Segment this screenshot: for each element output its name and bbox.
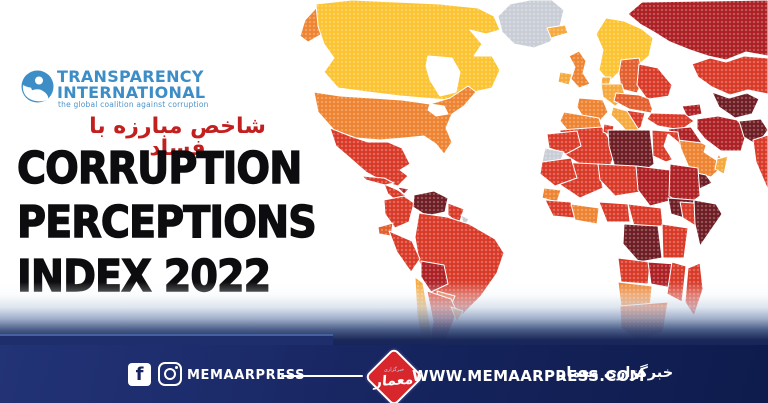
region-madagascar <box>684 262 704 317</box>
sea-hudson-bay <box>425 55 461 97</box>
region-mauritania <box>539 157 578 187</box>
region-caucasus <box>681 103 703 118</box>
sea-black-sea <box>648 95 686 112</box>
sea-persian-gulf <box>703 145 721 161</box>
title-line-3: INDEX 2022 <box>16 251 271 302</box>
region-india-edge <box>752 134 768 191</box>
region-canada <box>315 0 501 105</box>
region-ivory-ghana <box>570 203 600 225</box>
region-venezuela <box>412 190 449 217</box>
accent-strip <box>0 334 333 347</box>
facebook-icon[interactable]: f <box>128 363 151 386</box>
region-somalia <box>693 199 723 247</box>
region-peru <box>388 230 421 273</box>
region-centralasia <box>711 91 760 119</box>
instagram-dot <box>175 366 178 369</box>
region-drc <box>622 223 663 263</box>
region-morocco <box>546 130 582 155</box>
social-handle[interactable]: MEMAARPRESS <box>187 368 306 383</box>
region-south-africa <box>619 301 669 343</box>
region-colombia <box>383 195 415 229</box>
region-iran <box>696 115 748 152</box>
memaar-logo-word: معمار <box>373 371 415 390</box>
region-angola <box>617 257 651 285</box>
region-guinea-group <box>544 199 576 219</box>
region-east-africa <box>661 223 689 259</box>
region-iceland <box>546 24 569 39</box>
region-cuba <box>361 175 395 186</box>
region-mexico <box>329 127 411 187</box>
agency-name-farsi: خبرگزاری معمار <box>558 365 674 381</box>
ti-globe-icon <box>21 70 54 103</box>
title-line-1: CORRUPTION <box>16 143 303 194</box>
instagram-lens <box>164 368 176 380</box>
region-hispaniola <box>396 186 410 195</box>
subtitle-farsi: شاخص مبارزه با فساد <box>89 114 266 161</box>
region-russia <box>627 0 768 61</box>
footer-divider <box>281 375 363 377</box>
region-ireland <box>557 71 573 86</box>
instagram-icon[interactable] <box>158 362 182 386</box>
ti-logo-tagline: the global coalition against corruption <box>58 100 209 109</box>
region-uk <box>568 50 591 89</box>
region-greenland <box>497 0 565 49</box>
region-oman <box>714 155 729 175</box>
title-line-2: PERCEPTIONS <box>16 197 317 248</box>
region-nigeria <box>598 201 631 223</box>
region-cameroon-car <box>627 203 664 227</box>
region-ukraine <box>636 63 673 102</box>
sea-great-lakes <box>427 103 449 117</box>
region-niger <box>597 163 641 197</box>
ti-logo-line1: TRANSPARENCY <box>57 67 204 86</box>
ti-logo-line2: INTERNATIONAL <box>57 83 206 102</box>
website-url[interactable]: WWW.MEMAARPRESS.COM <box>412 367 645 385</box>
region-chad <box>635 165 674 207</box>
region-kazakhstan <box>691 55 768 96</box>
